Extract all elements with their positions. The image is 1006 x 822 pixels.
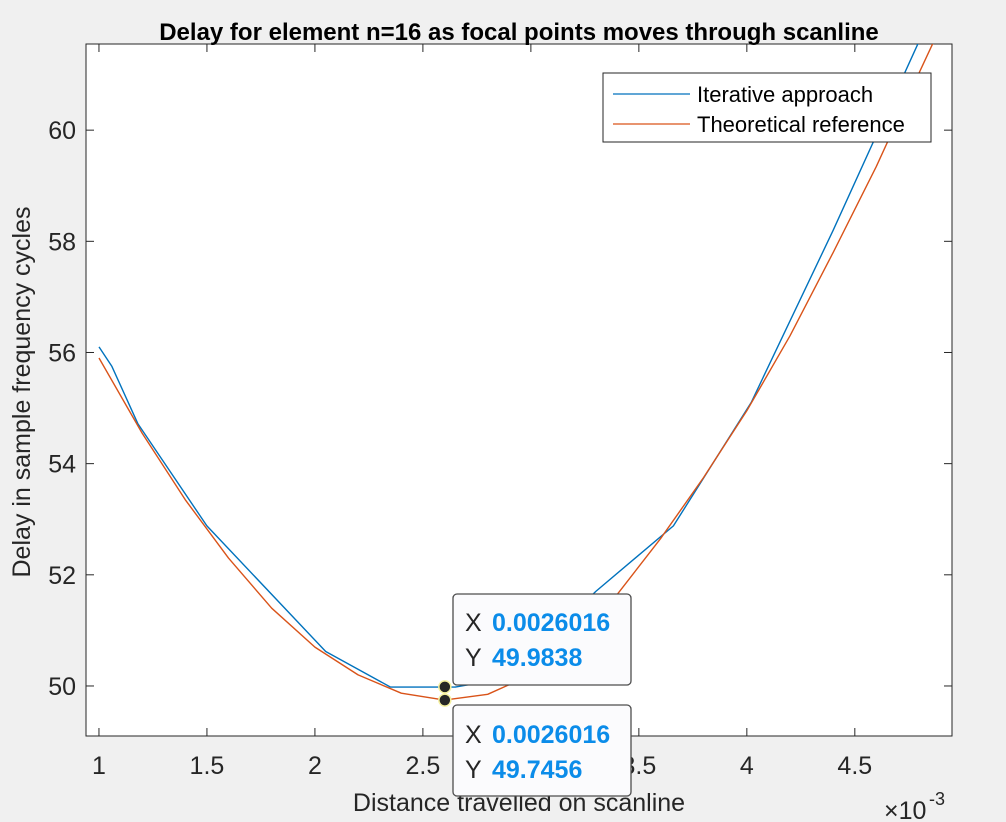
x-axis-exponent: ×10 -3 — [884, 789, 945, 822]
x-tick-label: 4 — [740, 752, 754, 780]
legend-label-theoretical: Theoretical reference — [697, 112, 905, 137]
y-tick-label: 52 — [48, 562, 76, 590]
datatip-upper-y-value: 49.9838 — [492, 644, 582, 672]
datatip-lower-x-value: 0.0026016 — [492, 721, 610, 749]
x-tick-label: 2.5 — [406, 752, 441, 780]
x-tick-label: 4.5 — [837, 752, 872, 780]
datatip-lower-y-key: Y — [465, 756, 482, 784]
datatip-upper-x-value: 0.0026016 — [492, 609, 610, 637]
legend-label-iterative: Iterative approach — [697, 82, 873, 107]
datatip-lower-x-key: X — [465, 721, 482, 749]
y-tick-label: 60 — [48, 117, 76, 145]
datatip-upper-x-key: X — [465, 609, 482, 637]
y-axis-label: Delay in sample frequency cycles — [8, 207, 36, 578]
datatip-markers — [438, 680, 452, 707]
x-tick-label: 2 — [308, 752, 322, 780]
x-tick-label: 1 — [92, 752, 106, 780]
datatip-upper-y-key: Y — [465, 644, 482, 672]
y-axis: 50 52 54 56 58 60 — [48, 117, 952, 701]
datatip-lower[interactable]: X 0.0026016 Y 49.7456 — [452, 704, 632, 797]
x-axis: 11.522.533.544.5 — [92, 44, 872, 780]
datatip-upper[interactable]: X 0.0026016 Y 49.9838 — [452, 593, 632, 686]
y-tick-label: 54 — [48, 451, 76, 479]
legend[interactable]: Iterative approach Theoretical reference — [602, 72, 932, 143]
x-exponent-power: -3 — [929, 789, 945, 809]
x-tick-label: 1.5 — [190, 752, 225, 780]
datatip-upper-box — [452, 593, 632, 686]
datatip-lower-y-value: 49.7456 — [492, 756, 582, 784]
datatip-lower-box — [452, 704, 632, 797]
y-tick-label: 56 — [48, 339, 76, 367]
chart-title: Delay for element n=16 as focal points m… — [159, 19, 879, 46]
y-tick-label: 58 — [48, 228, 76, 256]
datatip-marker[interactable] — [438, 680, 452, 694]
legend-box — [602, 72, 932, 143]
datatip-marker[interactable] — [438, 693, 452, 707]
y-tick-label: 50 — [48, 673, 76, 701]
x-exponent-base: ×10 — [884, 797, 926, 822]
